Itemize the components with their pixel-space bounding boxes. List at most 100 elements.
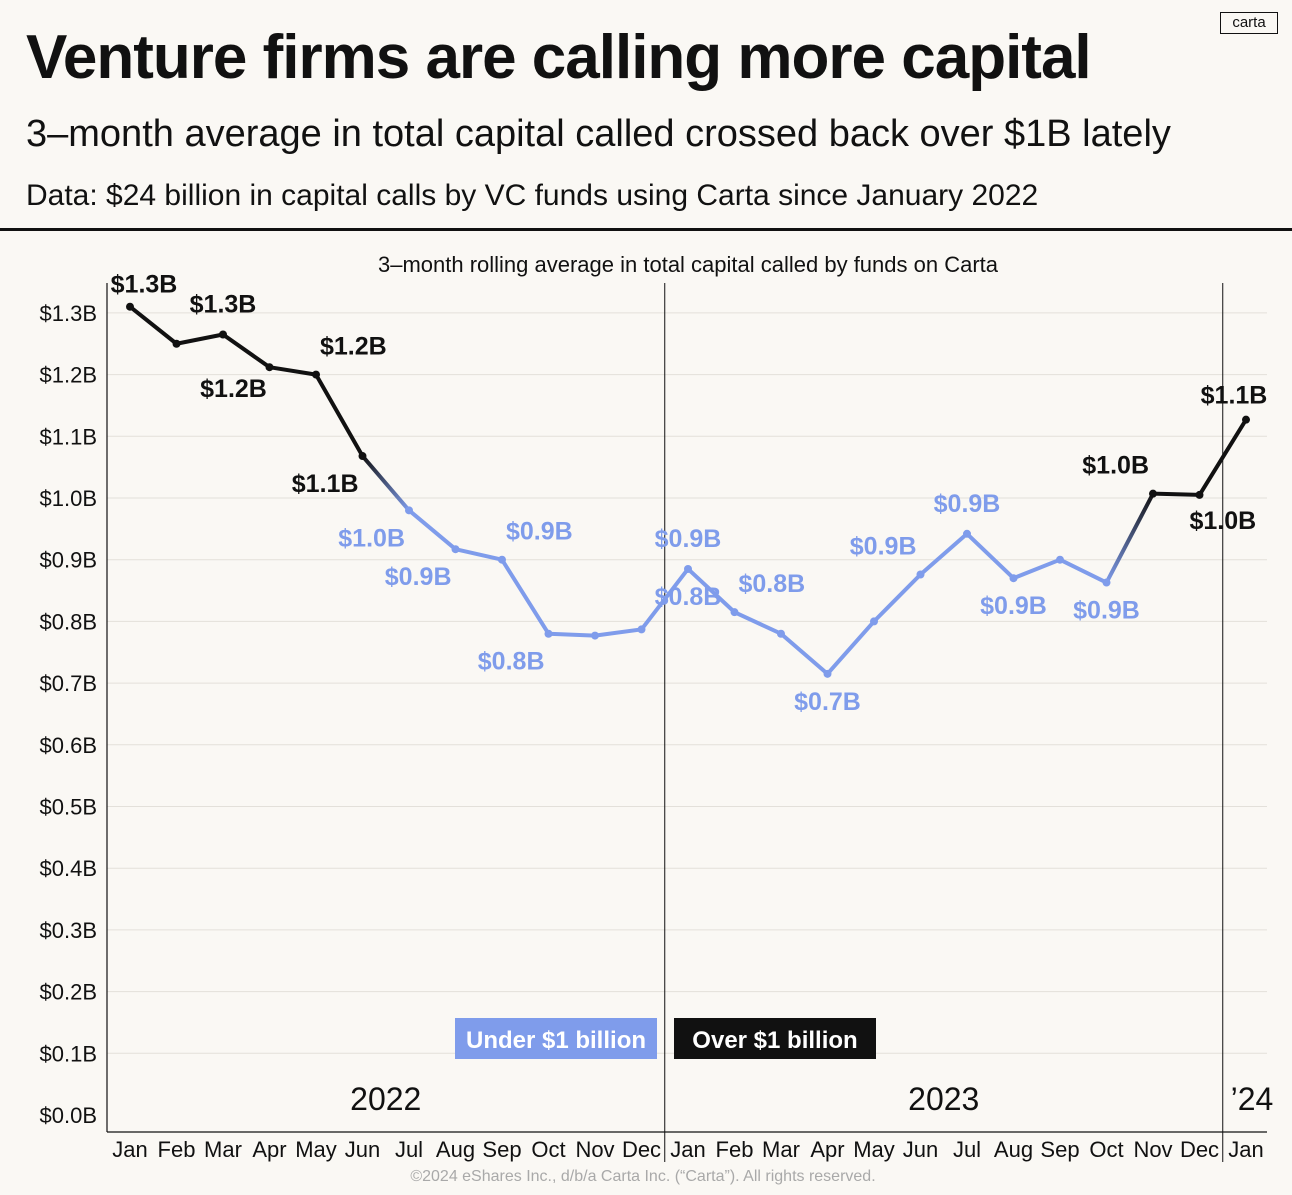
data-label: $1.2B <box>320 333 387 361</box>
line-segment <box>267 365 318 377</box>
x-tick-label: Jan <box>112 1137 147 1162</box>
x-tick-label: Apr <box>810 1137 844 1162</box>
y-tick-label: $1.2B <box>40 363 98 388</box>
data-label: $0.9B <box>655 525 722 553</box>
legend-swatch <box>674 1018 876 1059</box>
data-label: $0.8B <box>655 583 722 611</box>
line-segment <box>965 531 1016 581</box>
series-points <box>126 302 1250 678</box>
legend-label: Under $1 billion <box>466 1027 646 1054</box>
line-segment <box>500 557 551 636</box>
x-tick-label: Mar <box>204 1137 242 1162</box>
y-tick-label: $0.6B <box>40 733 98 758</box>
x-tick-label: May <box>295 1137 337 1162</box>
data-point <box>684 564 692 573</box>
page-subtitle: 3–month average in total capital called … <box>26 113 1171 155</box>
y-tick-label: $0.0B <box>40 1103 98 1128</box>
page-title: Venture firms are calling more capital <box>26 23 1092 92</box>
data-label: $0.8B <box>739 570 806 598</box>
line-segment <box>1104 491 1155 585</box>
data-labels: $1.3B $1.3B $1.2B $1.2B $1.1B $1.0B $0.9B $0.9B… <box>111 271 1268 716</box>
series-line <box>128 304 1248 676</box>
x-tick-label: Feb <box>158 1137 196 1162</box>
year-label: 2023 <box>908 1081 979 1117</box>
x-tick-label: Mar <box>762 1137 800 1162</box>
y-tick-label: $1.1B <box>40 424 98 449</box>
line-segment <box>453 547 504 562</box>
carta-logo: carta <box>1220 12 1278 34</box>
x-tick-label: Jul <box>953 1137 981 1162</box>
line-segment <box>1151 491 1202 497</box>
line-segment <box>360 454 411 513</box>
data-label: $0.9B <box>506 518 573 546</box>
data-point <box>219 330 227 339</box>
legend: Under $1 billion Over $1 billion <box>455 1018 876 1059</box>
data-point <box>265 363 274 372</box>
year-label: ’24 <box>1231 1081 1274 1117</box>
data-label: $1.1B <box>1201 382 1268 410</box>
data-label: $1.2B <box>200 375 267 403</box>
data-label: $0.9B <box>850 533 917 561</box>
data-point <box>916 570 925 579</box>
data-label: $1.1B <box>292 470 359 498</box>
data-point <box>498 555 506 564</box>
data-point <box>1149 489 1157 498</box>
y-tick-label: $0.3B <box>40 918 98 943</box>
line-segment <box>314 372 365 459</box>
line-segment <box>732 610 783 636</box>
data-label: $1.0B <box>338 524 405 552</box>
data-point <box>172 339 181 348</box>
line-segment <box>407 508 458 552</box>
y-tick-label: $0.5B <box>40 795 98 820</box>
x-tick-label: Dec <box>1180 1137 1219 1162</box>
y-tick-label: $0.2B <box>40 980 98 1005</box>
line-segment <box>174 332 225 346</box>
data-point <box>591 631 599 640</box>
x-tick-label: Nov <box>1133 1137 1172 1162</box>
chart-title: 3–month rolling average in total capital… <box>377 252 999 277</box>
header-divider <box>0 228 1292 231</box>
gridlines <box>107 312 1267 1054</box>
legend-swatch <box>455 1018 657 1059</box>
y-tick-label: $0.8B <box>40 609 98 634</box>
data-point <box>312 370 320 379</box>
line-segment <box>1011 557 1062 581</box>
data-label: $0.9B <box>1073 597 1140 625</box>
data-point <box>1102 578 1111 587</box>
data-label: $0.7B <box>794 688 861 716</box>
y-tick-label: $0.7B <box>40 671 98 696</box>
line-segment <box>918 531 969 577</box>
data-point <box>963 529 971 538</box>
data-point <box>358 452 367 461</box>
x-tick-label: May <box>853 1137 895 1162</box>
x-tick-label: Aug <box>994 1137 1033 1162</box>
data-point <box>544 629 553 638</box>
line-segment <box>1197 417 1248 497</box>
data-point <box>730 608 739 617</box>
line-segment <box>1058 557 1109 585</box>
data-label: $1.0B <box>1082 452 1149 480</box>
data-point <box>637 625 646 634</box>
x-tick-label: Jan <box>1228 1137 1263 1162</box>
x-tick-label: Apr <box>252 1137 286 1162</box>
x-tick-label: Oct <box>1089 1137 1123 1162</box>
line-segment <box>686 566 737 615</box>
data-label: $1.0B <box>1190 507 1257 535</box>
x-tick-label: Sep <box>482 1137 521 1162</box>
legend-label: Over $1 billion <box>692 1027 857 1054</box>
line-segment <box>128 304 179 346</box>
x-tick-label: Oct <box>531 1137 565 1162</box>
x-tick-label: Jan <box>670 1137 705 1162</box>
line-segment <box>546 631 597 638</box>
line-segment <box>779 631 830 676</box>
data-label: $1.3B <box>111 271 178 299</box>
data-label: $0.9B <box>385 563 452 591</box>
data-point <box>1242 415 1250 424</box>
y-tick-label: $1.3B <box>40 301 98 326</box>
year-label: 2022 <box>350 1081 421 1117</box>
line-segment <box>639 566 690 632</box>
data-point <box>1056 555 1064 564</box>
data-label: $1.3B <box>190 290 257 318</box>
x-tick-label: Jun <box>903 1137 938 1162</box>
